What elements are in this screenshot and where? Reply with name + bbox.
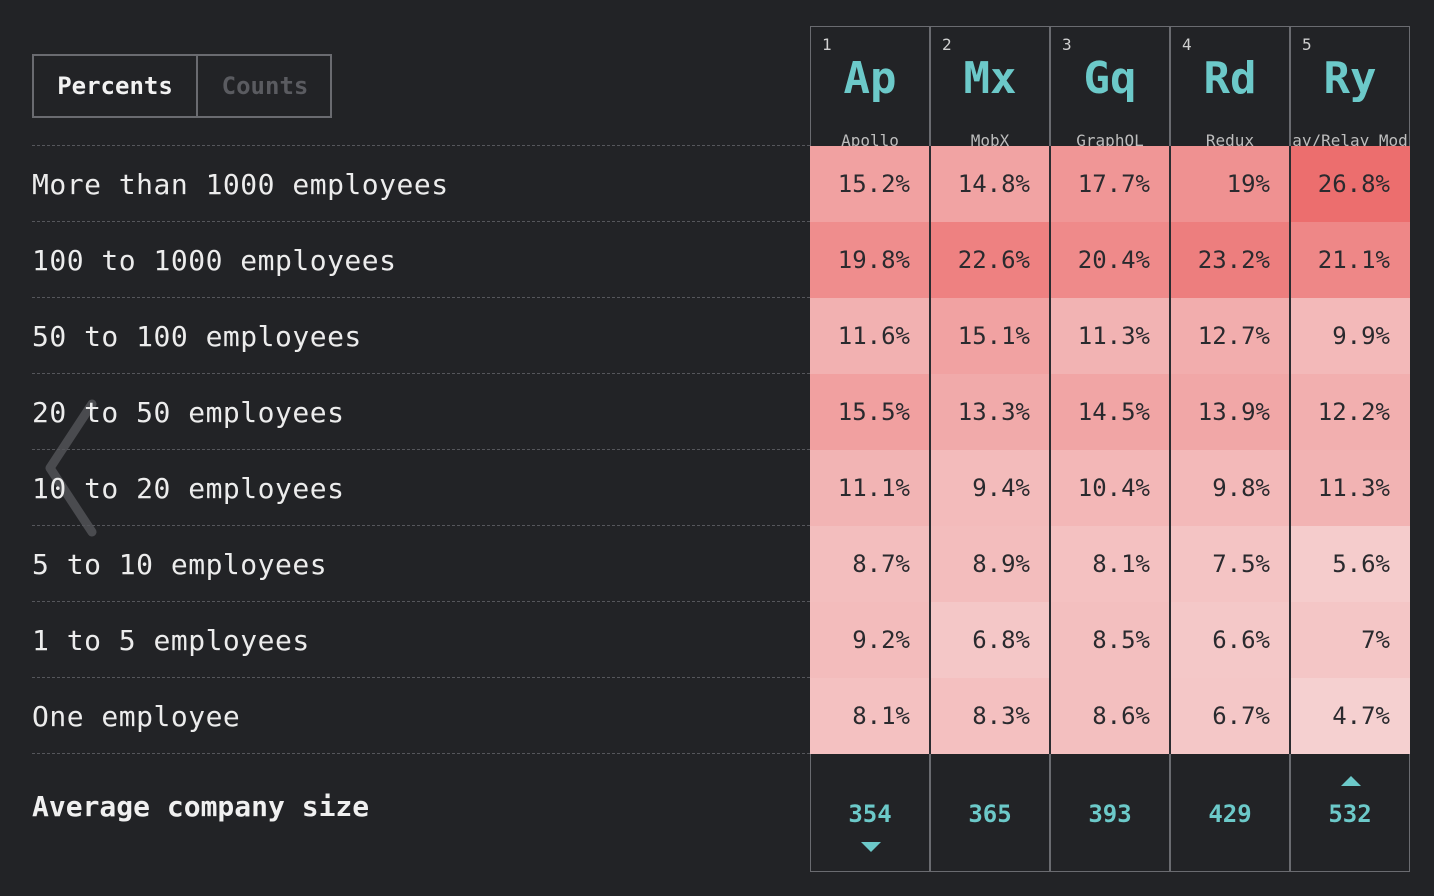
column-name: Redux — [1205, 131, 1255, 146]
table-cell: 17.7% — [1050, 146, 1170, 222]
table-cell: 6.6% — [1170, 602, 1290, 678]
table-cell: 15.1% — [930, 298, 1050, 374]
average-size-value: 429 — [1208, 800, 1252, 828]
table-cell: 11.6% — [810, 298, 930, 374]
row-label: More than 1000 employees — [32, 167, 449, 201]
column-header-gq[interactable]: 3 Gq GraphQL — [1050, 26, 1170, 146]
table-cell: 8.5% — [1050, 602, 1170, 678]
table-cell: 7.5% — [1170, 526, 1290, 602]
row-divider — [32, 221, 810, 222]
table-cell: 5.6% — [1290, 526, 1410, 602]
table-cell: 12.2% — [1290, 374, 1410, 450]
average-size-value: 393 — [1088, 800, 1132, 828]
table-cell: 8.9% — [930, 526, 1050, 602]
column-name: GraphQL — [1076, 131, 1144, 146]
column-abbreviation: Mx — [963, 53, 1017, 104]
lowest-marker-icon — [861, 842, 881, 852]
table-cell: 21.1% — [1290, 222, 1410, 298]
column-name: ay/Relay Mod — [1292, 131, 1408, 146]
table-cell: 8.6% — [1050, 678, 1170, 754]
column-header-ap[interactable]: 1 Ap Apollo — [810, 26, 930, 146]
counts-toggle-button[interactable]: Counts — [221, 72, 309, 100]
table-cell: 6.7% — [1170, 678, 1290, 754]
row-divider — [32, 601, 810, 602]
row-label: 5 to 10 employees — [32, 547, 328, 581]
column-rank: 1 — [822, 35, 832, 54]
table-cell: 12.7% — [1170, 298, 1290, 374]
table-cell: 11.3% — [1050, 298, 1170, 374]
table-cell: 13.3% — [930, 374, 1050, 450]
table-cell: 19% — [1170, 146, 1290, 222]
column-divider — [929, 146, 931, 754]
row-divider — [32, 677, 810, 678]
column-name: MobX — [970, 131, 1010, 146]
average-size-value: 354 — [848, 800, 892, 828]
row-divider — [32, 753, 810, 754]
average-size-cell: 429 — [1170, 754, 1290, 872]
table-cell: 13.9% — [1170, 374, 1290, 450]
column-abbreviation: Ry — [1323, 53, 1377, 104]
row-label: 20 to 50 employees — [32, 395, 345, 429]
column-rank: 2 — [942, 35, 952, 54]
row-divider — [32, 525, 810, 526]
table-cell: 9.4% — [930, 450, 1050, 526]
table-cell: 26.8% — [1290, 146, 1410, 222]
average-size-cell: 393 — [1050, 754, 1170, 872]
table-cell: 6.8% — [930, 602, 1050, 678]
average-size-value: 532 — [1328, 800, 1372, 828]
column-header-mx[interactable]: 2 Mx MobX — [930, 26, 1050, 146]
table-cell: 9.9% — [1290, 298, 1410, 374]
table-cell: 8.3% — [930, 678, 1050, 754]
previous-arrow-icon[interactable] — [40, 396, 110, 546]
row-label: 50 to 100 employees — [32, 319, 362, 353]
table-cell: 14.8% — [930, 146, 1050, 222]
row-label: 1 to 5 employees — [32, 623, 310, 657]
highest-marker-icon — [1341, 776, 1361, 786]
table-cell: 19.8% — [810, 222, 930, 298]
column-name: Apollo — [841, 131, 899, 146]
percents-toggle-button[interactable]: Percents — [34, 56, 198, 116]
column-rank: 4 — [1182, 35, 1192, 54]
row-divider — [32, 297, 810, 298]
average-company-size-label: Average company size — [32, 790, 370, 823]
display-mode-toggle: Percents Counts — [32, 54, 332, 118]
average-size-cell: 354 — [810, 754, 930, 872]
column-abbreviation: Rd — [1203, 53, 1257, 104]
table-cell: 9.2% — [810, 602, 930, 678]
average-size-cell: 365 — [930, 754, 1050, 872]
table-cell: 8.1% — [1050, 526, 1170, 602]
row-label: 10 to 20 employees — [32, 471, 345, 505]
column-divider — [1049, 146, 1051, 754]
column-abbreviation: Ap — [843, 53, 897, 104]
table-cell: 10.4% — [1050, 450, 1170, 526]
row-divider — [32, 373, 810, 374]
row-label: 100 to 1000 employees — [32, 243, 397, 277]
table-cell: 22.6% — [930, 222, 1050, 298]
row-label: One employee — [32, 699, 241, 733]
row-divider — [32, 449, 810, 450]
table-cell: 20.4% — [1050, 222, 1170, 298]
column-header-rd[interactable]: 4 Rd Redux — [1170, 26, 1290, 146]
table-cell: 8.7% — [810, 526, 930, 602]
column-divider — [1169, 146, 1171, 754]
column-rank: 3 — [1062, 35, 1072, 54]
table-cell: 15.5% — [810, 374, 930, 450]
table-cell: 14.5% — [1050, 374, 1170, 450]
table-cell: 8.1% — [810, 678, 930, 754]
average-size-value: 365 — [968, 800, 1012, 828]
table-cell: 11.1% — [810, 450, 930, 526]
table-cell: 11.3% — [1290, 450, 1410, 526]
column-rank: 5 — [1302, 35, 1312, 54]
table-cell: 23.2% — [1170, 222, 1290, 298]
table-cell: 15.2% — [810, 146, 930, 222]
column-divider — [1289, 146, 1291, 754]
table-cell: 4.7% — [1290, 678, 1410, 754]
table-cell: 7% — [1290, 602, 1410, 678]
column-header-ry[interactable]: 5 Ry ay/Relay Mod — [1290, 26, 1410, 146]
row-divider — [32, 145, 810, 146]
table-cell: 9.8% — [1170, 450, 1290, 526]
average-size-cell: 532 — [1290, 754, 1410, 872]
column-abbreviation: Gq — [1083, 53, 1137, 104]
